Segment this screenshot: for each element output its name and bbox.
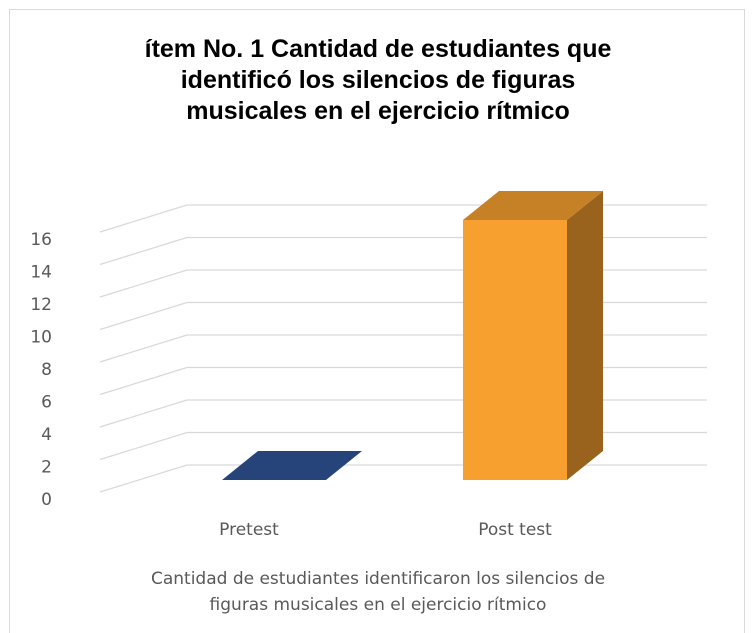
bar-top <box>463 191 603 220</box>
grid-line <box>99 204 188 233</box>
grid-line <box>99 269 188 298</box>
grid-line <box>99 334 188 363</box>
y-tick-label: 10 <box>30 328 52 348</box>
y-tick-label: 4 <box>41 425 52 445</box>
y-tick-label: 16 <box>30 230 52 250</box>
bar <box>222 451 362 480</box>
bar <box>463 191 603 480</box>
x-axis-label: Cantidad de estudiantes identificaron lo… <box>150 569 606 615</box>
y-tick-label: 2 <box>41 458 52 478</box>
y-tick-label: 0 <box>41 490 52 510</box>
y-tick-label: 14 <box>30 263 52 283</box>
grid-line <box>99 301 188 331</box>
y-tick-label: 6 <box>41 393 52 413</box>
bar-top <box>222 451 362 480</box>
grid-line <box>99 431 188 461</box>
y-tick-label: 12 <box>30 295 52 315</box>
bar-side <box>567 191 603 480</box>
y-tick-label: 8 <box>41 360 52 380</box>
grid-line <box>99 464 188 493</box>
chart-title: ítem No. 1 Cantidad de estudiantes que i… <box>144 35 612 125</box>
bar-front <box>463 220 567 480</box>
grid-line <box>99 366 188 396</box>
x-tick-label: Post test <box>478 520 552 540</box>
grid-line <box>99 236 188 266</box>
grid-line <box>99 399 188 428</box>
x-tick-label: Pretest <box>219 520 279 540</box>
chart-border <box>9 9 745 633</box>
